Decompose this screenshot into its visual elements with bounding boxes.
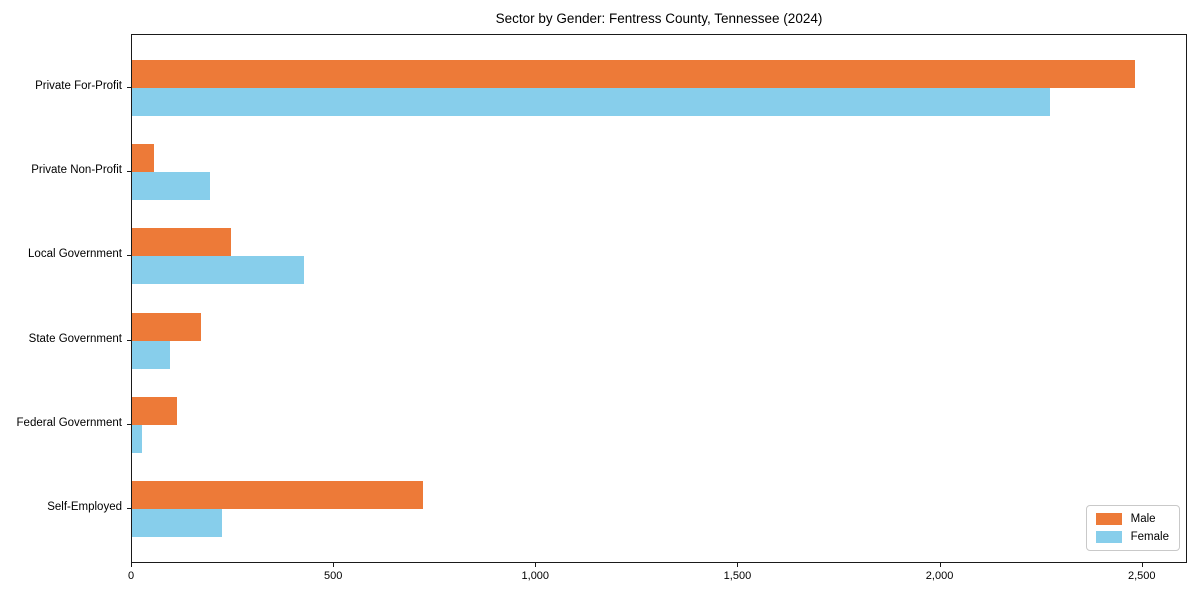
x-axis-tick <box>535 563 537 567</box>
y-axis-tick <box>127 508 131 509</box>
y-axis-tick <box>127 339 131 341</box>
x-axis-tick <box>131 563 132 567</box>
bar-female-private-for-profit <box>132 88 1050 116</box>
x-axis-tick-label: 1,500 <box>723 570 752 582</box>
y-axis-label-self-employed: Self-Employed <box>47 501 122 513</box>
bar-female-private-non-profit <box>132 172 210 201</box>
x-axis-tick-label: 500 <box>323 570 343 582</box>
bar-female-self-employed <box>132 509 222 537</box>
bar-male-state-government <box>132 312 201 341</box>
x-axis-tick-label: 1,000 <box>521 570 550 582</box>
plot-area: Male Female <box>131 34 1187 563</box>
y-axis-label-federal-government: Federal Government <box>16 416 122 429</box>
x-axis-tick-label: 2,500 <box>1127 570 1156 582</box>
bar-male-private-for-profit <box>132 60 1135 88</box>
bar-female-local-government <box>132 256 305 285</box>
bar-male-local-government <box>132 228 231 257</box>
legend-label-male: Male <box>1130 513 1156 525</box>
legend-entry-female: Female <box>1095 531 1169 543</box>
legend: Male Female <box>1085 505 1180 551</box>
y-axis-tick <box>127 423 131 425</box>
x-axis-tick <box>333 563 335 567</box>
y-axis-label-local-government: Local Government <box>28 248 122 261</box>
y-axis-tick <box>127 255 131 257</box>
x-axis-tick <box>737 563 739 567</box>
y-axis-tick <box>127 171 131 173</box>
x-axis-tick <box>1141 563 1143 567</box>
x-axis-tick-label: 0 <box>127 570 135 582</box>
bar-male-private-non-profit <box>132 144 155 173</box>
y-axis-label-private-for-profit: Private For-Profit <box>35 80 122 92</box>
bar-female-state-government <box>132 340 171 369</box>
y-axis-label-state-government: State Government <box>28 332 122 345</box>
bar-male-federal-government <box>132 396 178 425</box>
legend-label-female: Female <box>1130 531 1169 543</box>
y-axis-label-private-non-profit: Private Non-Profit <box>31 164 122 177</box>
bar-male-self-employed <box>132 481 424 509</box>
legend-swatch-female <box>1095 531 1122 543</box>
y-axis-tick <box>127 87 131 88</box>
bar-female-federal-government <box>132 424 142 453</box>
x-axis-tick-label: 2,000 <box>925 570 954 582</box>
x-axis-tick <box>939 563 941 567</box>
legend-entry-male: Male <box>1095 513 1169 525</box>
legend-swatch-male <box>1095 513 1122 525</box>
chart-title: Sector by Gender: Fentress County, Tenne… <box>495 11 823 26</box>
